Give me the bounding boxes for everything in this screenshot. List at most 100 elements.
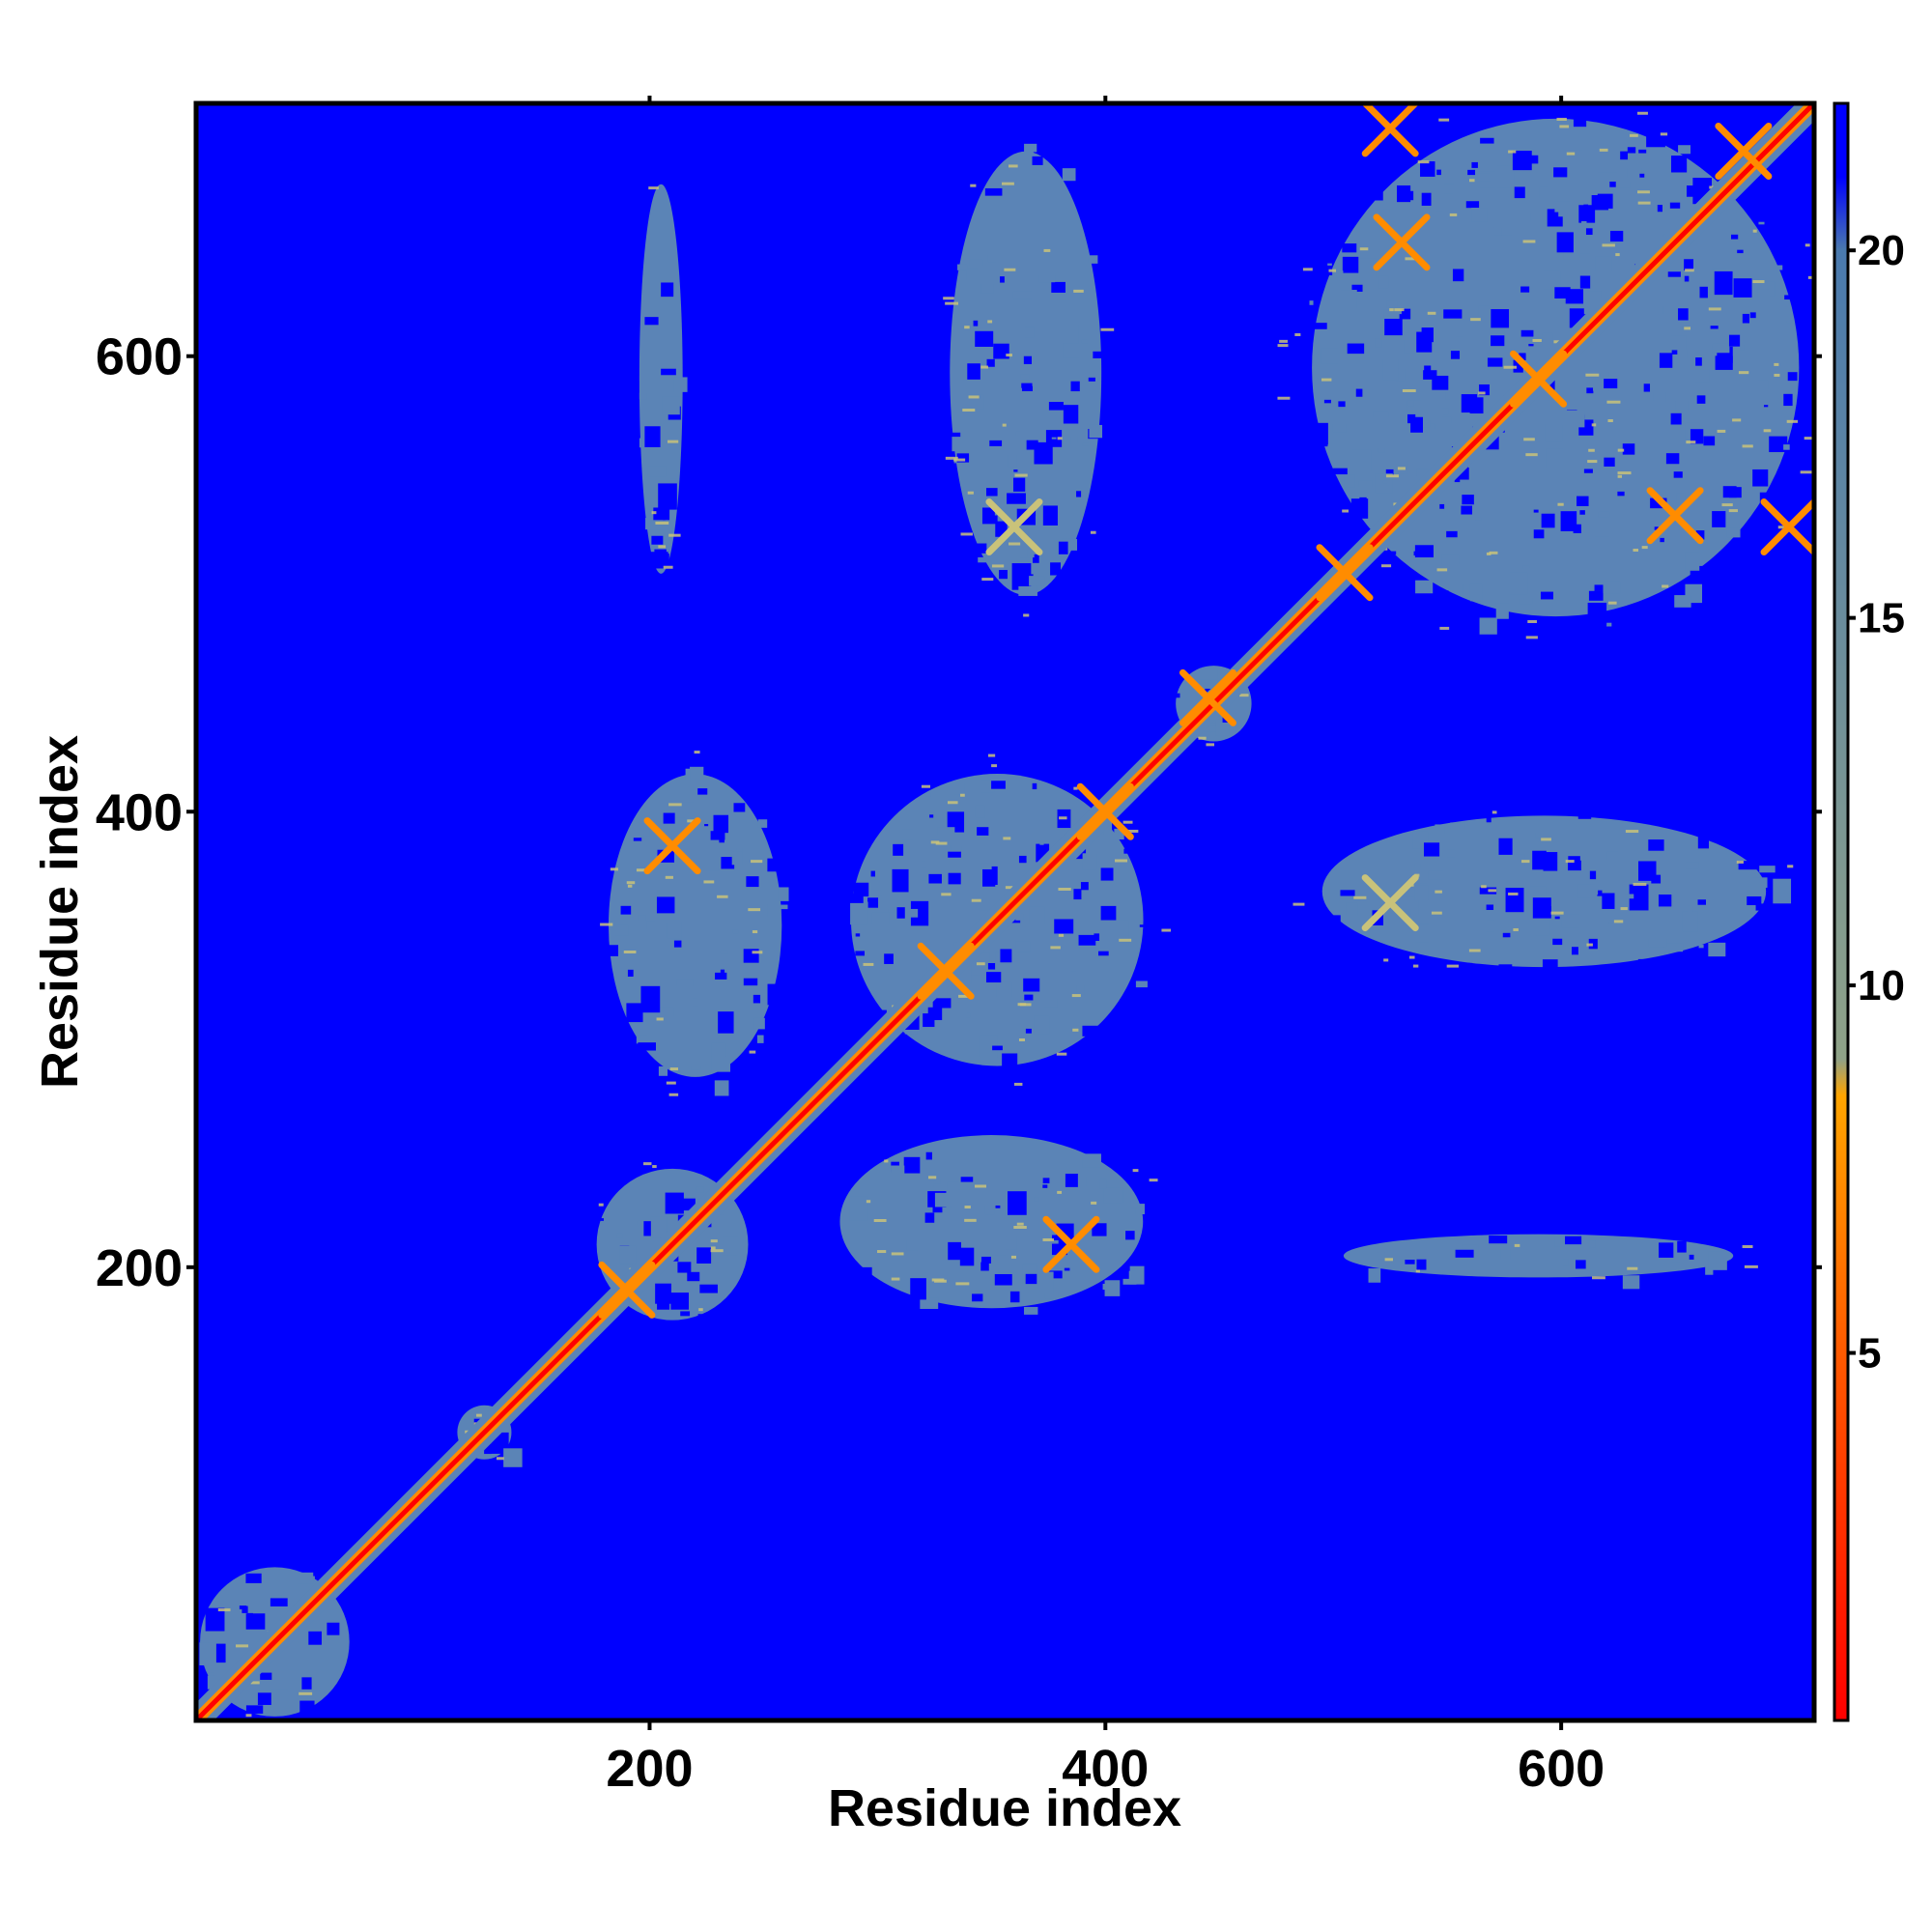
contact-cell <box>1759 866 1776 873</box>
contact-cell <box>751 860 763 864</box>
contact-cell <box>743 978 758 986</box>
contact-cell <box>1488 889 1497 893</box>
contact-cell <box>781 904 788 910</box>
contact-cell <box>1699 286 1708 298</box>
contact-cell <box>1709 425 1717 433</box>
contact-cell <box>1578 205 1596 223</box>
contact-cell <box>1050 562 1062 576</box>
contact-cell <box>692 998 698 1007</box>
contact-cell <box>1736 860 1744 864</box>
contact-cell <box>257 1692 274 1705</box>
contact-cell <box>1757 289 1770 298</box>
contact-cell <box>1029 906 1045 925</box>
contact-cell <box>1491 309 1510 328</box>
contact-cell <box>484 1443 492 1455</box>
contact-cell <box>1072 1028 1079 1032</box>
contact-cell <box>992 1045 1003 1051</box>
contact-hotspot <box>917 942 975 1000</box>
contact-cell <box>1202 722 1216 732</box>
contact-cell <box>1687 185 1699 197</box>
contact-cell <box>1491 335 1505 347</box>
contact-cell <box>1503 365 1518 369</box>
contact-cell <box>1606 622 1612 627</box>
contact-cell <box>636 1035 647 1044</box>
contact-cell <box>1350 498 1369 519</box>
contact-cell <box>1461 505 1473 515</box>
contact-cell <box>1622 1275 1640 1290</box>
contact-cell <box>987 320 993 324</box>
contact-cell <box>1667 271 1681 277</box>
contact-cell <box>928 873 942 884</box>
contact-cell <box>1685 269 1694 272</box>
contact-cell <box>1421 327 1434 343</box>
contact-cell <box>1650 305 1663 314</box>
contact-cell <box>1620 907 1628 911</box>
contact-cell <box>1033 554 1039 563</box>
contact-cell <box>1397 185 1411 203</box>
contact-cell <box>1026 440 1038 450</box>
contact-cell <box>1323 399 1331 404</box>
contact-cell <box>1521 860 1530 864</box>
contact-cell <box>626 1003 643 1023</box>
contact-cell <box>1042 1178 1050 1183</box>
contact-cell <box>1546 448 1563 469</box>
contact-cell <box>1689 1254 1694 1260</box>
contact-cell <box>1563 250 1572 260</box>
contact-cell <box>1414 863 1421 868</box>
contact-cell <box>1660 537 1664 543</box>
x-axis: 200 400 600 <box>606 96 1605 1798</box>
contact-cell <box>943 297 954 300</box>
contact-cell <box>1502 932 1511 938</box>
contact-cell <box>1630 133 1638 137</box>
contact-cell <box>977 827 989 836</box>
contact-cell <box>1446 530 1458 538</box>
contact-cell <box>694 1307 700 1310</box>
contact-cell <box>1519 353 1526 360</box>
contact-cell <box>1347 343 1365 355</box>
contact-cell <box>1432 375 1449 390</box>
contact-cell <box>964 1206 971 1209</box>
contact-cell <box>1675 401 1689 412</box>
contact-cell <box>934 1192 952 1208</box>
contact-cell <box>767 983 784 1006</box>
contact-cell <box>1617 448 1625 452</box>
contact-cell <box>1492 810 1497 814</box>
contact-cell <box>1729 487 1742 498</box>
contact-cell <box>1119 938 1132 942</box>
contact-cell <box>1665 957 1672 963</box>
contact-cell <box>1695 357 1702 366</box>
contact-cell <box>1588 938 1598 950</box>
contact-cell <box>1519 598 1533 605</box>
contact-cell <box>1293 902 1305 906</box>
contact-cell <box>1534 915 1550 936</box>
contact-cell <box>1479 617 1497 635</box>
contact-cell <box>1024 1306 1038 1315</box>
contact-cell <box>1641 546 1648 550</box>
contact-cell <box>1711 257 1727 270</box>
contact-cell <box>1505 888 1524 913</box>
contact-cell <box>247 1612 253 1619</box>
contact-cell <box>640 985 661 1013</box>
contact-cell <box>1670 335 1687 355</box>
contact-cell <box>1114 859 1127 863</box>
contact-cell <box>1415 877 1428 884</box>
contact-cell <box>1007 493 1026 504</box>
contact-cell <box>1042 505 1058 526</box>
contact-cell <box>1340 890 1355 896</box>
contact-cell <box>1562 1259 1569 1266</box>
contact-cell <box>1800 470 1814 474</box>
contact-cell <box>1321 348 1338 364</box>
contact-cell <box>872 890 882 896</box>
contact-cell <box>1065 1174 1078 1187</box>
contact-cell <box>1686 440 1696 444</box>
contact-cell <box>893 843 904 856</box>
contact-cell <box>1294 332 1301 336</box>
contact-cell <box>736 848 743 853</box>
contact-cell <box>1056 1052 1067 1056</box>
contact-cell <box>1043 248 1051 252</box>
contact-cell <box>1695 369 1710 383</box>
contact-cell <box>1312 422 1328 445</box>
contact-cell <box>1777 526 1790 529</box>
contact-cell <box>1637 958 1647 966</box>
contact-cell <box>981 578 994 582</box>
